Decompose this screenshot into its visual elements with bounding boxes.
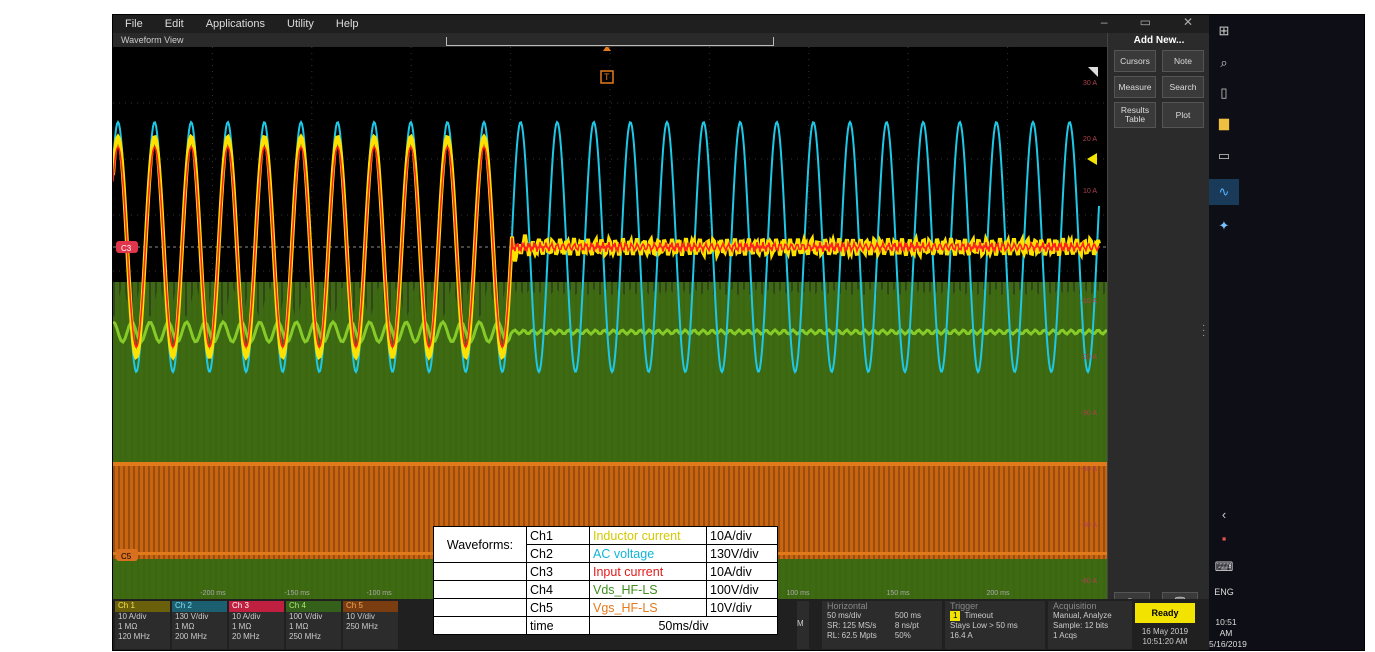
search-button[interactable]: Search <box>1162 76 1204 98</box>
y-axis-label: -50 A <box>1081 522 1098 529</box>
y-axis-labels: 30 A 20 A 10 A -10 A -20 A -30 A -40 A -50 A -60… <box>1081 80 1098 585</box>
network-app-icon[interactable]: ✦ <box>1218 218 1230 233</box>
restore-icon[interactable]: ▭ <box>1139 15 1151 29</box>
ready-button[interactable]: Ready <box>1135 603 1195 623</box>
minimize-icon[interactable]: – <box>1100 15 1108 29</box>
time-axis-label: -100 ms <box>366 590 392 597</box>
y-axis-label: 10 A <box>1083 188 1097 195</box>
y-axis-label: 20 A <box>1083 136 1097 143</box>
legend-scale: 10A/div <box>706 526 778 545</box>
legend-time-label: time <box>526 616 590 635</box>
language-indicator[interactable]: ENG <box>1214 587 1234 597</box>
legend-scale: 130V/div <box>706 544 778 563</box>
windows-start-icon[interactable]: ⊞ <box>1218 23 1230 38</box>
panel-drag-handle-icon[interactable]: · · · <box>1202 320 1206 341</box>
legend-ch: Ch1 <box>526 526 590 545</box>
waveform-legend-table: Waveforms: Ch1 Inductor current 10A/div … <box>433 526 778 635</box>
legend-ch: Ch5 <box>526 598 590 617</box>
y-axis-label: -40 A <box>1081 466 1098 473</box>
math-badge[interactable]: M <box>797 601 809 649</box>
y-axis-label: 30 A <box>1083 80 1097 87</box>
channel-marker-c5[interactable]: C5 <box>116 549 138 561</box>
scope-app-icon[interactable]: ∿ <box>1209 179 1239 205</box>
legend-title: Waveforms: <box>433 526 527 563</box>
ch3-input-current-trace <box>113 145 1100 349</box>
legend-empty <box>433 562 527 581</box>
channel-marker-c3[interactable]: C3 <box>116 241 138 253</box>
y-axis-label: -30 A <box>1081 410 1098 417</box>
keyboard-icon[interactable]: ⌨ <box>1214 559 1234 574</box>
legend-name: Vgs_HF-LS <box>589 598 707 617</box>
ch4-badge[interactable]: Ch 4 100 V/div 1 MΩ 250 MHz <box>286 601 341 649</box>
legend-empty <box>433 598 527 617</box>
legend-ch: Ch2 <box>526 544 590 563</box>
menu-help[interactable]: Help <box>335 18 359 30</box>
trigger-level-marker[interactable] <box>1087 153 1097 165</box>
menu-utility[interactable]: Utility <box>287 18 314 30</box>
legend-name: Input current <box>589 562 707 581</box>
task-view-icon[interactable]: ▯ <box>1220 85 1228 100</box>
acquisition-datetime: 16 May 2019 10:51:20 AM <box>1141 627 1189 646</box>
windows-taskbar: ⊞ ⌕ ▯ ▆ ▭ ∿ ✦ ‹ ▪ ⌨ ENG 10:51 AM 5/16/20… <box>1209 15 1364 650</box>
waveform-plot[interactable]: C3 C5 T 30 A 20 A 10 A -10 A -20 A -30 A -40 A… <box>113 47 1107 599</box>
trigger-position-marker[interactable]: T <box>600 47 614 84</box>
time-axis-label: 100 ms <box>787 590 810 597</box>
y-axis-label: -60 A <box>1081 578 1098 585</box>
legend-empty <box>433 616 527 635</box>
add-new-title: Add New... <box>1133 35 1185 46</box>
ch1-badge[interactable]: Ch 1 10 A/div 1 MΩ 120 MHz <box>115 601 170 649</box>
note-button[interactable]: Note <box>1162 50 1204 72</box>
legend-ch: Ch3 <box>526 562 590 581</box>
overview-bracket[interactable] <box>446 37 774 46</box>
file-explorer-icon[interactable]: ▆ <box>1219 115 1229 130</box>
search-icon[interactable]: ⌕ <box>1220 55 1228 70</box>
acquisition-badge[interactable]: Acquisition Manual, Analyze Sample: 12 b… <box>1048 601 1132 649</box>
time-axis-label: -200 ms <box>200 590 226 597</box>
y-axis-label: -10 A <box>1081 298 1098 305</box>
terminal-icon[interactable]: ▭ <box>1217 148 1231 163</box>
close-icon[interactable]: ✕ <box>1182 15 1193 29</box>
window-controls: – ▭ ✕ <box>1089 15 1203 29</box>
legend-time-value: 50ms/div <box>589 616 778 635</box>
trigger-badge[interactable]: Trigger 1 Timeout Stays Low > 50 ms 16.4 … <box>945 601 1045 649</box>
legend-empty <box>433 580 527 599</box>
svg-text:C3: C3 <box>121 244 132 253</box>
time-axis-label: 150 ms <box>887 590 910 597</box>
waveform-view-title: Waveform View <box>113 33 1107 47</box>
time-axis-label: 200 ms <box>987 590 1010 597</box>
svg-text:C5: C5 <box>121 552 132 561</box>
time-axis-label: -150 ms <box>284 590 310 597</box>
notification-app-icon[interactable]: ▪ <box>1221 531 1227 546</box>
y-axis-label: -20 A <box>1081 354 1098 361</box>
menu-bar: File Edit Applications Utility Help – ▭ … <box>113 15 1209 33</box>
plot-corner-icon[interactable] <box>1088 67 1098 77</box>
ch2-badge[interactable]: Ch 2 130 V/div 1 MΩ 200 MHz <box>172 601 227 649</box>
legend-scale: 10V/div <box>706 598 778 617</box>
ch3-badge[interactable]: Ch 3 10 A/div 1 MΩ 20 MHz <box>229 601 284 649</box>
legend-name: AC voltage <box>589 544 707 563</box>
taskbar-clock[interactable]: 10:51 AM 5/16/2019 <box>1209 617 1247 649</box>
legend-ch: Ch4 <box>526 580 590 599</box>
chevron-left-icon[interactable]: ‹ <box>1221 507 1227 522</box>
legend-scale: 10A/div <box>706 562 778 581</box>
menu-applications[interactable]: Applications <box>205 18 266 30</box>
horizontal-badge[interactable]: Horizontal 50 ms/div SR: 125 MS/s RL: 62… <box>822 601 942 649</box>
cursors-button[interactable]: Cursors <box>1114 50 1156 72</box>
add-new-panel: Add New... Cursors Note Measure Search R… <box>1107 33 1210 633</box>
plot-button[interactable]: Plot <box>1162 102 1204 128</box>
svg-text:T: T <box>604 72 610 82</box>
results-table-button[interactable]: Results Table <box>1114 102 1156 128</box>
menu-edit[interactable]: Edit <box>164 18 184 30</box>
time-axis-labels: -200 ms -150 ms -100 ms 100 ms 150 ms 200 ms <box>200 590 1010 597</box>
legend-scale: 100V/div <box>706 580 778 599</box>
oscilloscope-window: File Edit Applications Utility Help – ▭ … <box>112 14 1365 651</box>
measure-button[interactable]: Measure <box>1114 76 1156 98</box>
legend-name: Vds_HF-LS <box>589 580 707 599</box>
menu-file[interactable]: File <box>125 18 143 30</box>
legend-name: Inductor current <box>589 526 707 545</box>
ch5-badge[interactable]: Ch 5 10 V/div 250 MHz <box>343 601 398 649</box>
trigger-source-chip: 1 <box>950 611 961 621</box>
